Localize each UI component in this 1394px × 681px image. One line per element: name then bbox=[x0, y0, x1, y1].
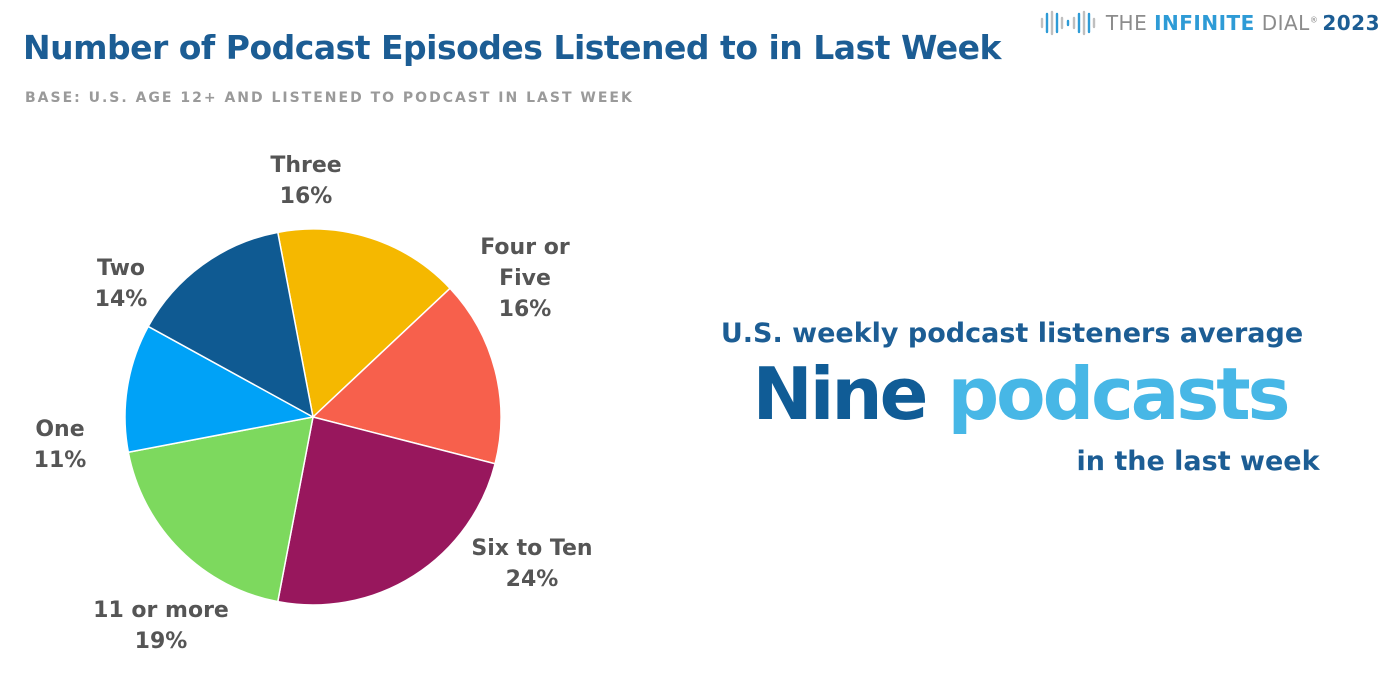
brand-infinite: INFINITE bbox=[1154, 11, 1255, 35]
slice-label-one-name: One bbox=[35, 417, 85, 442]
pie-slice-two bbox=[147, 231, 315, 419]
pie-slice-one bbox=[124, 325, 316, 454]
callout-period: in the last week bbox=[1076, 446, 1320, 477]
callout-intro: U.S. weekly podcast listeners average bbox=[720, 318, 1304, 349]
slice-label-two-value: 14% bbox=[94, 287, 148, 312]
brand-the: THE bbox=[1105, 11, 1155, 35]
slice-label-11-or-more-value: 19% bbox=[134, 629, 188, 654]
callout-unit: podcasts bbox=[947, 352, 1291, 436]
brand-logo: THE INFINITE DIAL® 2023 bbox=[1038, 8, 1380, 38]
slice-label-four-or-five: Four or Five 16% bbox=[470, 232, 580, 325]
slice-label-six-to-ten-name: Six to Ten bbox=[471, 536, 593, 561]
callout-number: Nine bbox=[752, 352, 928, 436]
pie-slice-11-or-more bbox=[127, 416, 314, 603]
slice-label-two: Two 14% bbox=[95, 253, 148, 315]
slice-label-one: One 11% bbox=[34, 414, 87, 476]
slice-label-three-name: Three bbox=[270, 153, 342, 178]
slice-label-three: Three 16% bbox=[270, 150, 341, 212]
slice-label-six-to-ten: Six to Ten 24% bbox=[471, 533, 592, 595]
callout-headline: Nine podcasts bbox=[752, 352, 1291, 436]
slice-label-11-or-more: 11 or more 19% bbox=[93, 595, 229, 657]
brand-year: 2023 bbox=[1322, 11, 1380, 35]
pie-slice-six-to-ten bbox=[276, 416, 497, 606]
pie-slice-three bbox=[276, 228, 452, 419]
slice-label-four-or-five-name: Four or Five bbox=[480, 235, 570, 291]
page-title: Number of Podcast Episodes Listened to i… bbox=[23, 28, 1001, 67]
pie-slice-four-or-five bbox=[311, 287, 502, 465]
brand-dial: DIAL bbox=[1254, 11, 1310, 35]
slice-label-four-or-five-value: 16% bbox=[498, 297, 552, 322]
slice-label-six-to-ten-value: 24% bbox=[505, 567, 559, 592]
infinity-logo-icon bbox=[1040, 10, 1096, 36]
slice-label-two-name: Two bbox=[96, 256, 146, 281]
chart-base-note: BASE: U.S. AGE 12+ AND LISTENED TO PODCA… bbox=[25, 90, 634, 106]
brand-wordmark: THE INFINITE DIAL® 2023 bbox=[1106, 11, 1380, 35]
brand-registered-mark: ® bbox=[1309, 15, 1319, 25]
slice-label-three-value: 16% bbox=[279, 184, 333, 209]
slice-label-11-or-more-name: 11 or more bbox=[93, 598, 229, 623]
slice-label-one-value: 11% bbox=[33, 448, 87, 473]
